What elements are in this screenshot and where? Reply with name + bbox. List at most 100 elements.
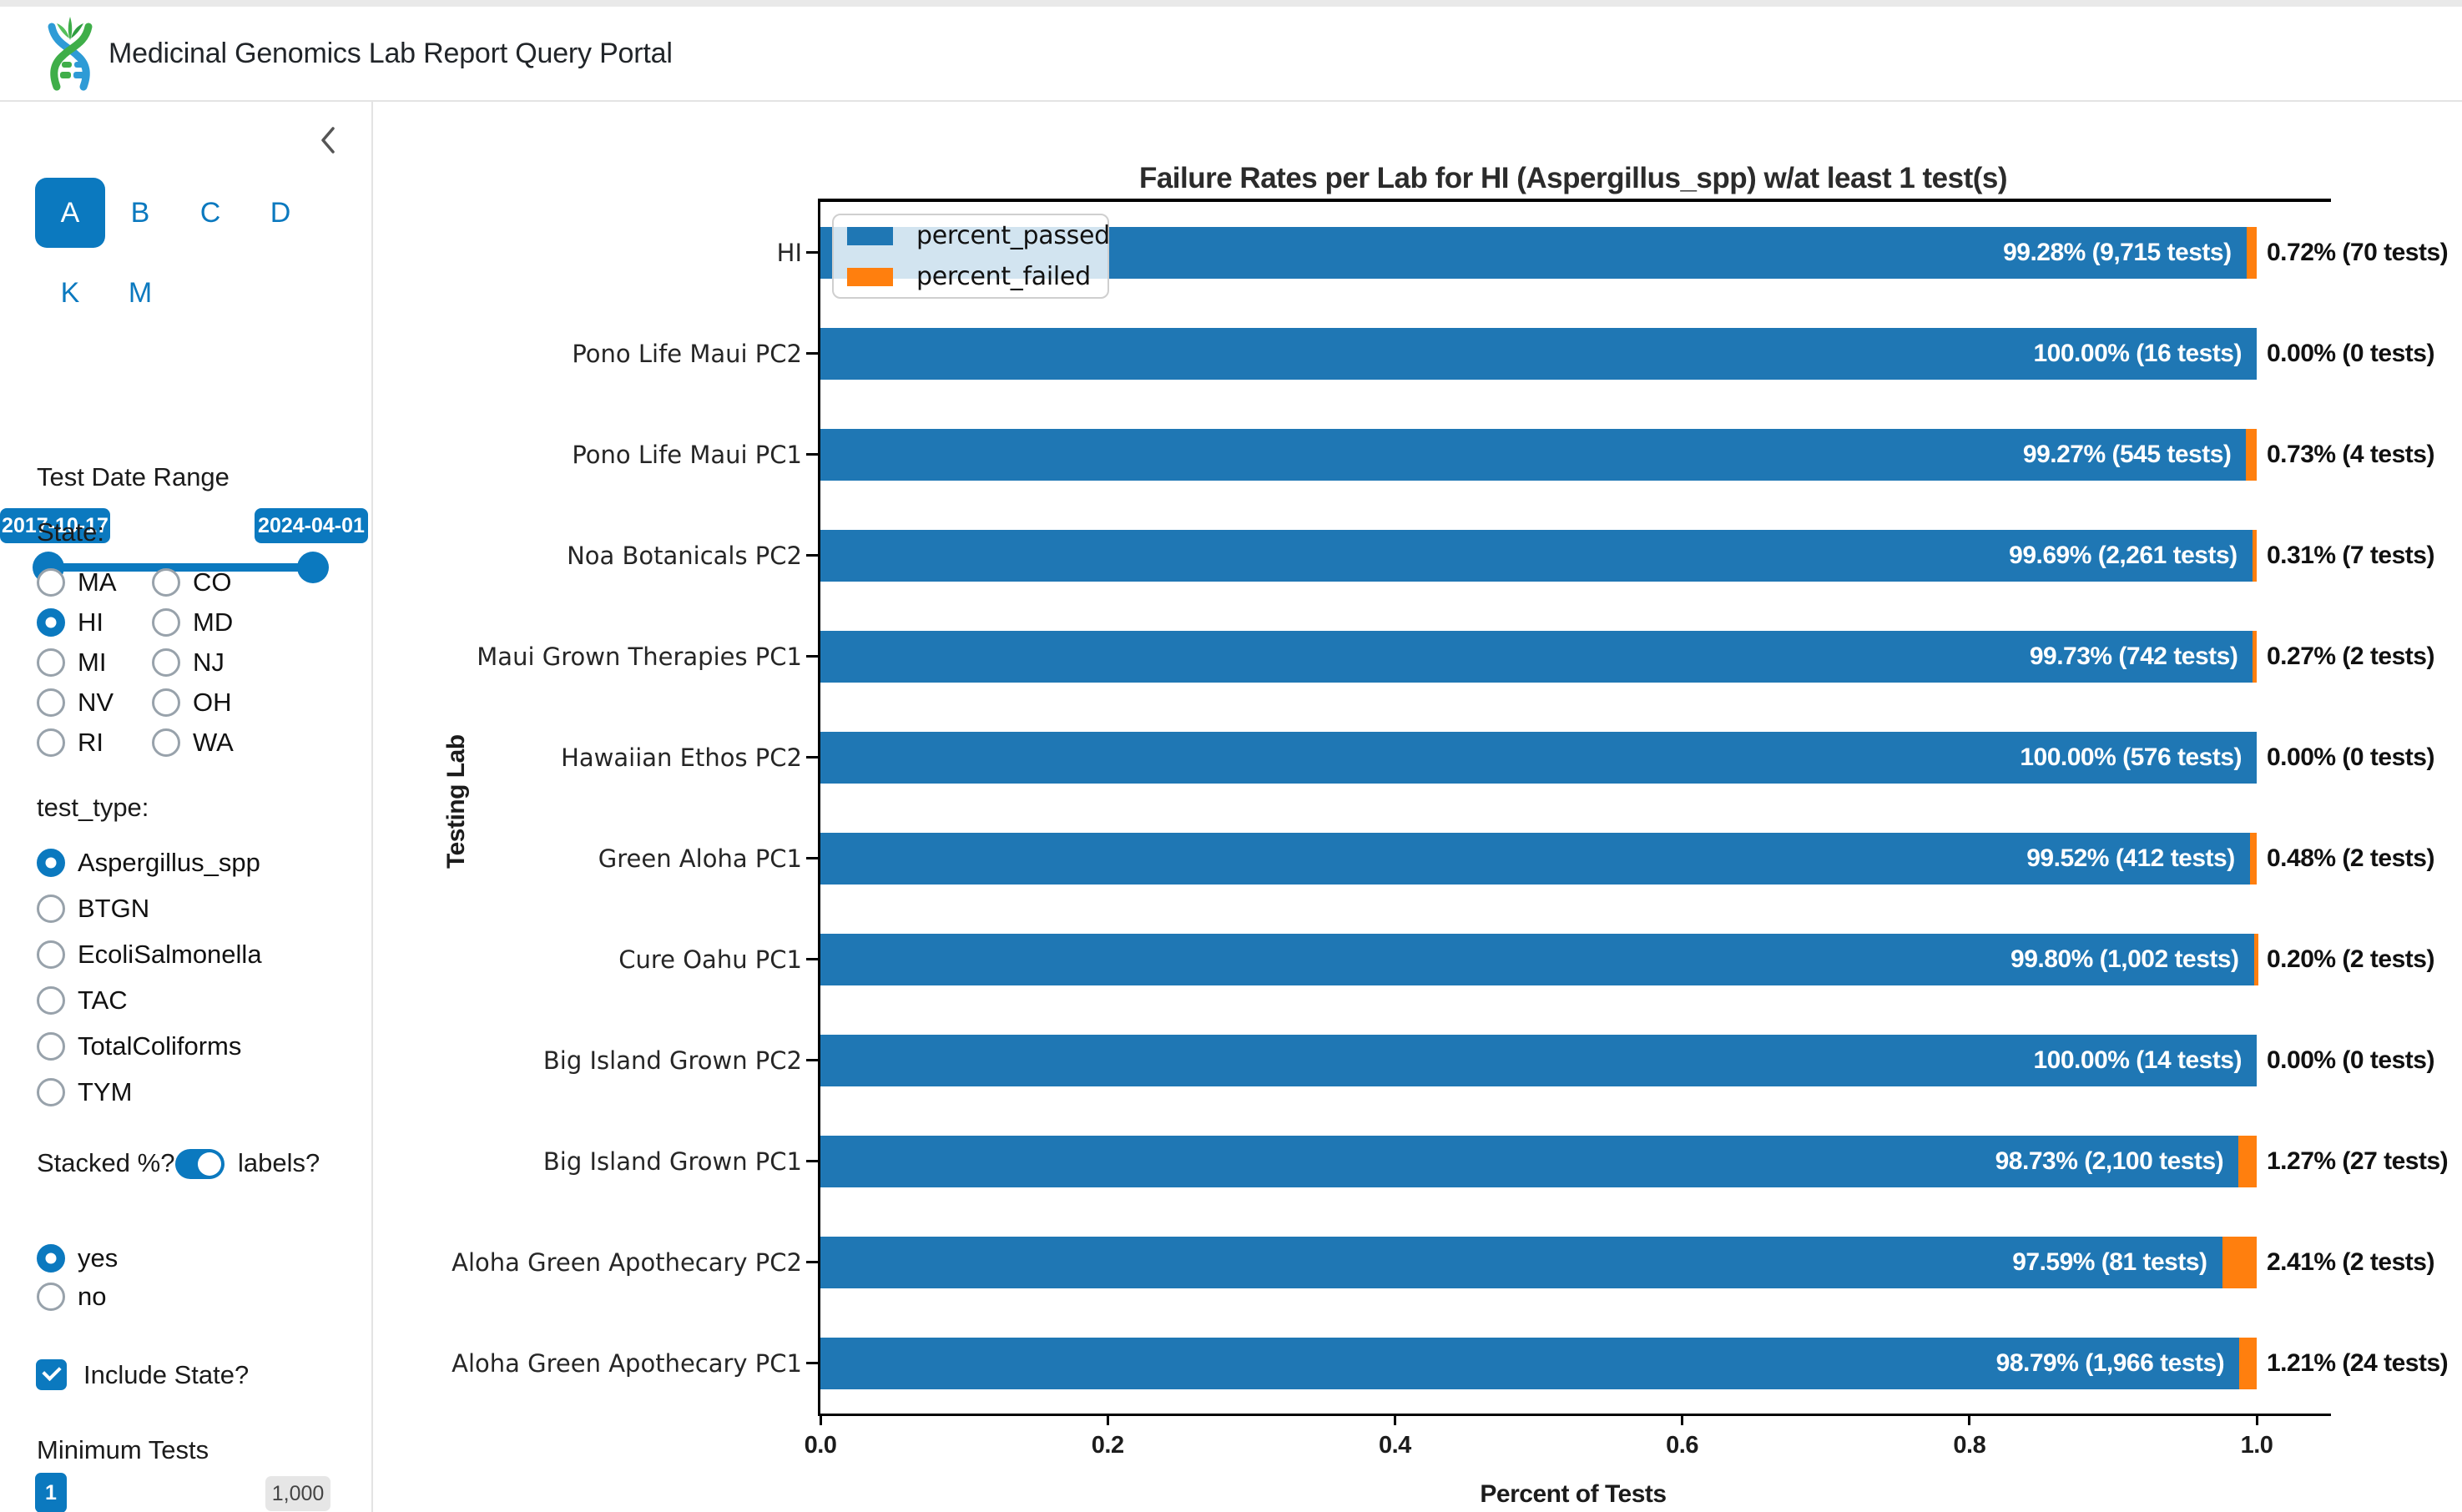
state-option-NJ[interactable]: NJ <box>152 648 294 678</box>
state-option-CO[interactable]: CO <box>152 567 294 597</box>
bar-percent-passed <box>820 630 2253 683</box>
x-tick-label: 0.6 <box>1666 1432 1699 1459</box>
state-option-MI[interactable]: MI <box>37 648 152 678</box>
state-option-RI[interactable]: RI <box>37 728 152 758</box>
y-tick-label: Pono Life Maui PC2 <box>572 339 802 368</box>
stacked-percent-label: Stacked %? <box>37 1148 175 1177</box>
bar-failed-label: 2.41% (2 tests) <box>2267 1247 2434 1276</box>
bar-percent-failed <box>2253 630 2258 683</box>
state-radio-RI[interactable] <box>37 728 65 757</box>
letter-tab-D[interactable]: D <box>270 196 291 229</box>
stacked-percent-radio-no[interactable] <box>37 1283 65 1311</box>
state-option-MA[interactable]: MA <box>37 567 152 597</box>
state-radio-HI[interactable] <box>37 608 65 637</box>
test-type-option-BTGN[interactable]: BTGN <box>37 894 262 924</box>
bar-percent-failed <box>2252 529 2257 582</box>
stacked-percent-option-label: yes <box>78 1243 119 1273</box>
bar-percent-failed <box>2222 1236 2257 1288</box>
state-option-label: NJ <box>193 648 225 677</box>
state-option-label: OH <box>193 688 232 717</box>
stacked-percent-option-no[interactable]: no <box>37 1282 118 1312</box>
stacked-percent-radio-yes[interactable] <box>37 1244 65 1273</box>
date-range-label: Test Date Range <box>37 462 230 491</box>
minimum-tests-value: 1 <box>35 1473 67 1512</box>
letter-tab-A[interactable]: A <box>35 178 105 248</box>
bar-percent-failed <box>2249 832 2257 885</box>
letter-tab-B[interactable]: B <box>130 196 150 229</box>
x-tick <box>2255 1414 2258 1425</box>
test-type-radio-BTGN[interactable] <box>37 894 65 923</box>
state-radio-MI[interactable] <box>37 648 65 677</box>
date-range-start-value: 2017-10-17 <box>0 508 110 543</box>
state-radio-WA[interactable] <box>152 728 180 757</box>
bar-passed-label: 100.00% (576 tests) <box>2020 743 2242 771</box>
state-option-OH[interactable]: OH <box>152 688 294 718</box>
bar-percent-passed <box>820 731 2257 784</box>
test-type-option-label: TYM <box>78 1076 133 1106</box>
bar-percent-passed <box>820 1236 2222 1288</box>
test-type-option-label: Aspergillus_spp <box>78 847 260 877</box>
test-type-radio-TYM[interactable] <box>37 1077 65 1106</box>
top-strip <box>0 0 2462 7</box>
stacked-percent-option-yes[interactable]: yes <box>37 1243 118 1273</box>
y-axis-title: Testing Lab <box>442 734 470 869</box>
bar-failed-label: 0.73% (4 tests) <box>2267 440 2434 468</box>
state-radio-NV[interactable] <box>37 688 65 717</box>
bar-row: 100.00% (16 tests) 0.00% (0 tests) <box>820 327 2434 380</box>
bar-passed-label: 99.28% (9,715 tests) <box>2003 238 2232 266</box>
test-type-option-TYM[interactable]: TYM <box>37 1077 262 1107</box>
bar-percent-passed <box>820 1135 2239 1187</box>
date-range-slider-track[interactable] <box>48 563 313 572</box>
state-option-WA[interactable]: WA <box>152 728 294 758</box>
state-option-NV[interactable]: NV <box>37 688 152 718</box>
page-title: Medicinal Genomics Lab Report Query Port… <box>108 37 673 69</box>
test-type-option-TAC[interactable]: TAC <box>37 985 262 1016</box>
bar-row: 100.00% (576 tests) 0.00% (0 tests) <box>820 731 2434 784</box>
x-tick <box>1968 1414 1971 1425</box>
bar-percent-passed <box>820 529 2253 582</box>
test-type-radio-TotalColiforms[interactable] <box>37 1031 65 1061</box>
x-tick-label: 0.2 <box>1091 1432 1124 1459</box>
labels-toggle[interactable] <box>175 1149 225 1179</box>
bar-percent-passed <box>820 832 2250 885</box>
bar-passed-label: 99.69% (2,261 tests) <box>2009 541 2237 569</box>
test-type-radio-TAC[interactable] <box>37 985 65 1015</box>
bar-passed-label: 98.79% (1,966 tests) <box>1995 1348 2225 1377</box>
x-tick <box>1681 1414 1684 1425</box>
state-option-HI[interactable]: HI <box>37 607 152 638</box>
minimum-tests-label: Minimum Tests <box>37 1435 209 1464</box>
include-state-option[interactable]: Include State? <box>36 1359 249 1390</box>
y-tick <box>806 352 818 355</box>
test-type-option-TotalColiforms[interactable]: TotalColiforms <box>37 1031 262 1061</box>
bar-passed-label: 100.00% (14 tests) <box>2033 1046 2243 1074</box>
test-type-option-EcoliSalmonella[interactable]: EcoliSalmonella <box>37 940 262 970</box>
legend-entry: percent_passed <box>834 215 1110 256</box>
state-option-label: HI <box>78 607 103 637</box>
include-state-checkbox[interactable] <box>36 1359 67 1390</box>
y-tick-label: Noa Botanicals PC2 <box>567 541 802 570</box>
y-tick-label: Green Aloha PC1 <box>598 844 802 873</box>
x-tick-label: 0.8 <box>1953 1432 1986 1459</box>
state-option-label: NV <box>78 688 114 717</box>
state-radio-CO[interactable] <box>152 568 180 597</box>
x-tick <box>819 1414 822 1425</box>
state-radio-MA[interactable] <box>37 568 65 597</box>
bar-percent-failed <box>2239 1337 2257 1389</box>
letter-tab-M[interactable]: M <box>128 276 153 309</box>
collapse-sidebar-icon[interactable] <box>310 122 347 159</box>
test-type-radio-Aspergillus_spp[interactable] <box>37 848 65 877</box>
state-option-MD[interactable]: MD <box>152 607 294 638</box>
test-type-option-label: BTGN <box>78 893 150 923</box>
letter-tab-K[interactable]: K <box>60 276 80 309</box>
test-type-radio-EcoliSalmonella[interactable] <box>37 940 65 969</box>
state-radio-NJ[interactable] <box>152 648 180 677</box>
state-radio-MD[interactable] <box>152 608 180 637</box>
test-type-option-Aspergillus_spp[interactable]: Aspergillus_spp <box>37 848 262 878</box>
legend-swatch-percent_failed <box>847 267 893 286</box>
letter-tab-C[interactable]: C <box>199 196 221 229</box>
date-range-slider-handle-end[interactable] <box>297 552 329 583</box>
bar-passed-label: 99.27% (545 tests) <box>2022 440 2232 468</box>
state-radio-OH[interactable] <box>152 688 180 717</box>
